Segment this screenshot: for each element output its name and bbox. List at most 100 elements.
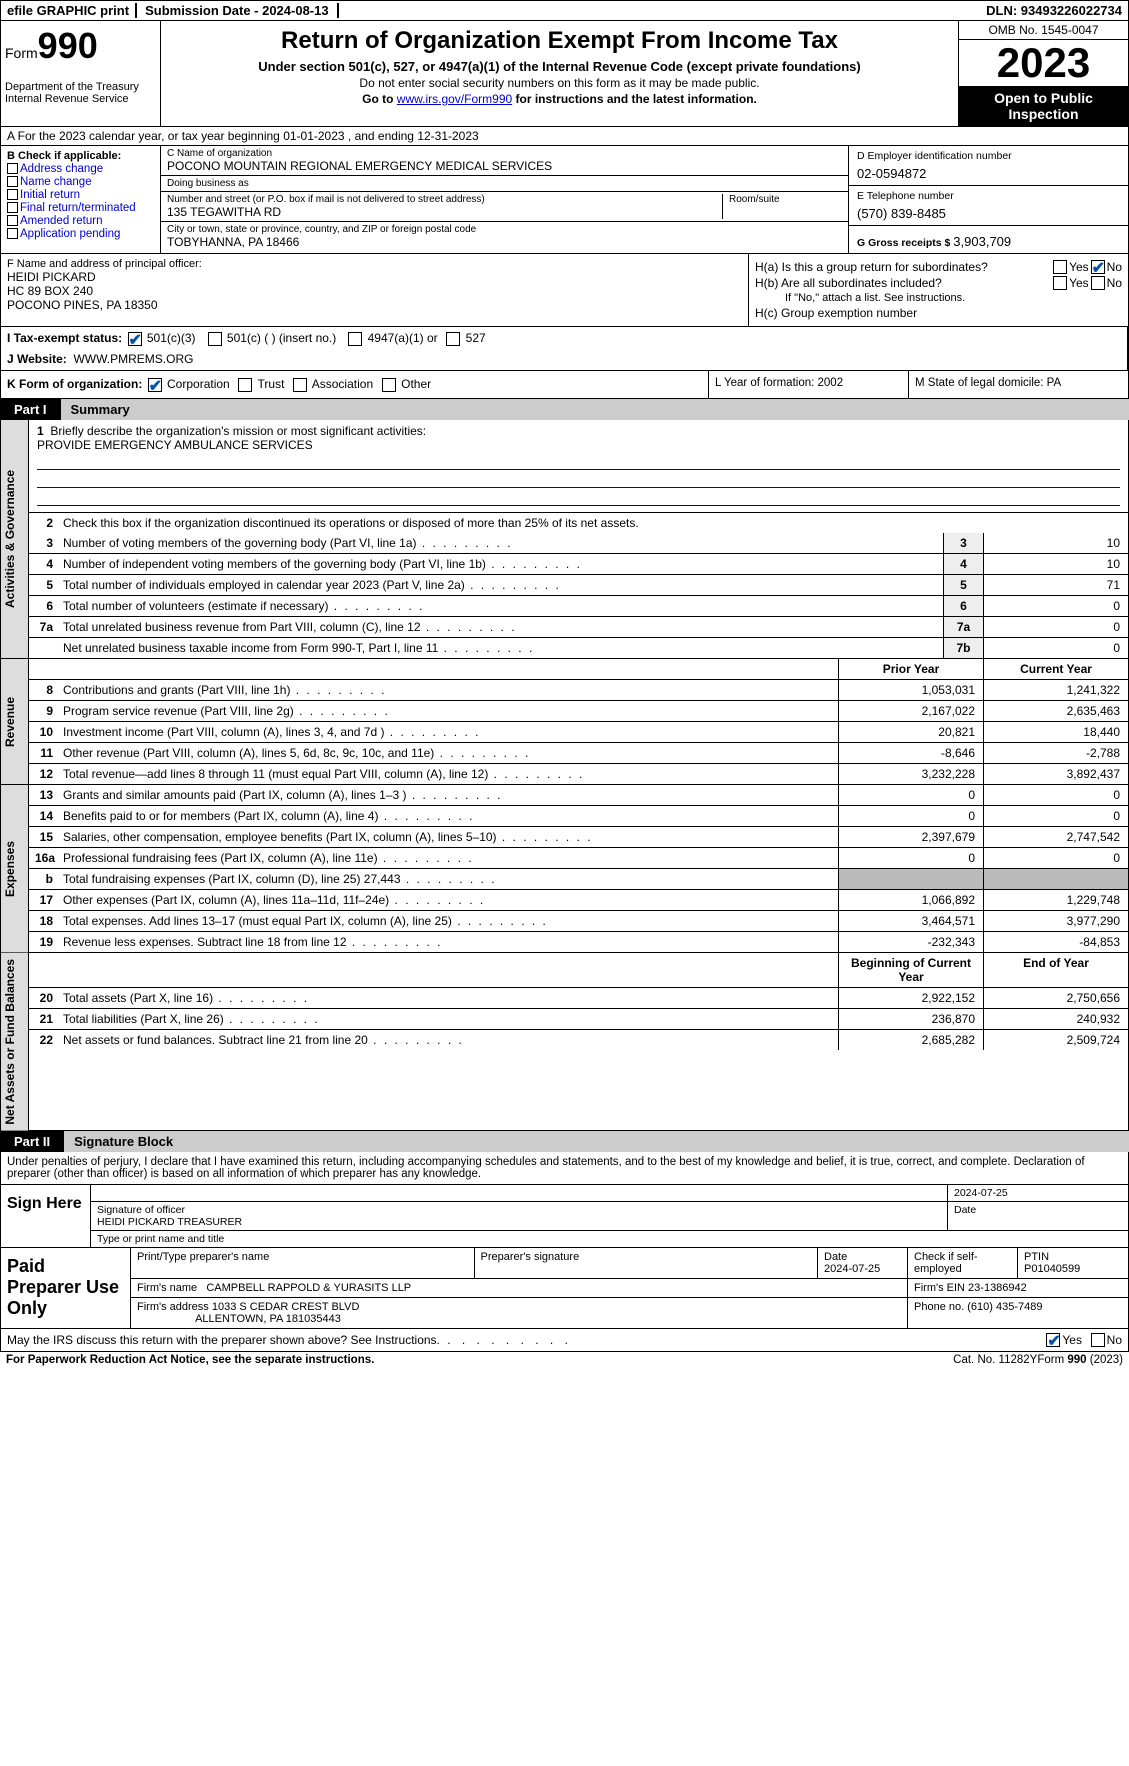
chk-other[interactable] — [382, 378, 396, 392]
line-a-mid: , and ending — [345, 129, 418, 143]
ptin: P01040599 — [1024, 1263, 1080, 1275]
ha-yes[interactable] — [1053, 260, 1067, 274]
part2-title: Signature Block — [64, 1131, 1129, 1152]
firm-phone-label: Phone no. — [914, 1301, 964, 1313]
addr-label: Number and street (or P.O. box if mail i… — [167, 194, 722, 205]
officer-addr1: HC 89 BOX 240 — [7, 284, 742, 298]
begin-year-hdr: Beginning of Current Year — [838, 953, 983, 987]
city-label: City or town, state or province, country… — [167, 224, 842, 235]
summary-expenses: Expenses 13Grants and similar amounts pa… — [0, 785, 1129, 953]
part1-title: Summary — [61, 399, 1129, 420]
hb-no[interactable] — [1091, 276, 1105, 290]
firm-name-label: Firm's name — [137, 1282, 197, 1294]
section-fh: F Name and address of principal officer:… — [0, 254, 1129, 327]
vtab-expenses: Expenses — [1, 785, 29, 952]
self-emp-label: Check if self-employed — [914, 1251, 978, 1275]
footer: For Paperwork Reduction Act Notice, see … — [0, 1352, 1129, 1368]
form-subtitle: Under section 501(c), 527, or 4947(a)(1)… — [173, 59, 946, 74]
dln: DLN: 93493226022734 — [986, 3, 1122, 18]
tel-label: E Telephone number — [857, 190, 1120, 202]
chk-initial-return[interactable]: Initial return — [7, 189, 154, 201]
dept-treasury: Department of the Treasury Internal Reve… — [5, 81, 156, 105]
summary-revenue: Revenue Prior YearCurrent Year 8Contribu… — [0, 659, 1129, 785]
part2-header: Part II Signature Block — [0, 1131, 1129, 1152]
cat-no: Cat. No. 11282Y — [953, 1354, 1037, 1366]
header: Form990 Department of the Treasury Inter… — [0, 21, 1129, 127]
efile-label: efile GRAPHIC print — [7, 3, 129, 18]
header-mid: Return of Organization Exempt From Incom… — [161, 21, 958, 126]
goto-pre: Go to — [362, 92, 397, 106]
part1-header: Part I Summary — [0, 399, 1129, 420]
year-formation: L Year of formation: 2002 — [708, 371, 908, 398]
chk-527[interactable] — [446, 332, 460, 346]
paid-preparer-label: Paid Preparer Use Only — [1, 1248, 131, 1328]
row-ij: I Tax-exempt status: 501(c)(3) 501(c) ( … — [0, 327, 1129, 371]
part2-num: Part II — [0, 1131, 64, 1152]
summary-governance: Activities & Governance 1 Briefly descri… — [0, 420, 1129, 659]
gross-label: G Gross receipts $ — [857, 237, 953, 249]
org-name-label: C Name of organization — [167, 148, 842, 159]
ha-label: H(a) Is this a group return for subordin… — [755, 260, 1051, 274]
vtab-governance: Activities & Governance — [1, 420, 29, 658]
mission-line — [37, 454, 1120, 470]
officer-name: HEIDI PICKARD — [7, 270, 742, 284]
chk-final-return[interactable]: Final return/terminated — [7, 202, 154, 214]
paperwork-notice: For Paperwork Reduction Act Notice, see … — [6, 1354, 953, 1366]
sign-here-block: Sign Here 2024-07-25 Signature of office… — [0, 1185, 1129, 1248]
chk-501c[interactable] — [208, 332, 222, 346]
firm-ein: 23-1386942 — [968, 1282, 1027, 1294]
chk-trust[interactable] — [238, 378, 252, 392]
dba-label: Doing business as — [167, 178, 842, 189]
chk-amended[interactable]: Amended return — [7, 215, 154, 227]
chk-assoc[interactable] — [293, 378, 307, 392]
state-domicile: M State of legal domicile: PA — [908, 371, 1128, 398]
hb-label: H(b) Are all subordinates included? — [755, 276, 1051, 290]
website: WWW.PMREMS.ORG — [73, 352, 193, 366]
discuss-yes[interactable] — [1046, 1333, 1060, 1347]
firm-addr1: 1033 S CEDAR CREST BLVD — [212, 1301, 360, 1313]
tax-year: 2023 — [959, 40, 1128, 86]
form-label: Form — [5, 45, 38, 61]
ssn-notice: Do not enter social security numbers on … — [173, 76, 946, 90]
box-h: H(a) Is this a group return for subordin… — [748, 254, 1128, 326]
goto-link[interactable]: www.irs.gov/Form990 — [397, 92, 512, 106]
ein-label: D Employer identification number — [857, 150, 1120, 162]
year-end: 12-31-2023 — [417, 129, 478, 143]
goto-line: Go to www.irs.gov/Form990 for instructio… — [173, 92, 946, 106]
chk-name-change[interactable]: Name change — [7, 176, 154, 188]
row-klm: K Form of organization: Corporation Trus… — [0, 371, 1129, 399]
line-a-label: A For the 2023 calendar year, or tax yea… — [7, 129, 283, 143]
form-number: Form990 — [5, 25, 156, 67]
prep-date: 2024-07-25 — [824, 1263, 880, 1275]
officer-sig-name: HEIDI PICKARD TREASURER — [97, 1216, 242, 1228]
submission-date: Submission Date - 2024-08-13 — [135, 3, 339, 18]
chk-4947[interactable] — [348, 332, 362, 346]
box-b: B Check if applicable: Address change Na… — [1, 146, 161, 253]
vtab-revenue: Revenue — [1, 659, 29, 784]
discuss-no[interactable] — [1091, 1333, 1105, 1347]
mission-line — [37, 490, 1120, 506]
hb-yes[interactable] — [1053, 276, 1067, 290]
ein: 02-0594872 — [857, 166, 1120, 181]
mission-text: PROVIDE EMERGENCY AMBULANCE SERVICES — [37, 438, 1120, 452]
chk-address-change[interactable]: Address change — [7, 163, 154, 175]
goto-post: for instructions and the latest informat… — [512, 92, 757, 106]
box-b-header: B Check if applicable: — [7, 150, 154, 162]
ha-no[interactable] — [1091, 260, 1105, 274]
form-title: Return of Organization Exempt From Incom… — [173, 27, 946, 55]
header-right: OMB No. 1545-0047 2023 Open to Public In… — [958, 21, 1128, 126]
chk-corp[interactable] — [148, 378, 162, 392]
telephone: (570) 839-8485 — [857, 206, 1120, 221]
chk-app-pending[interactable]: Application pending — [7, 228, 154, 240]
hb-note: If "No," attach a list. See instructions… — [755, 292, 1122, 304]
firm-ein-label: Firm's EIN — [914, 1282, 965, 1294]
room-label: Room/suite — [729, 194, 842, 205]
prep-name-label: Print/Type preparer's name — [131, 1248, 475, 1278]
chk-501c3[interactable] — [128, 332, 142, 346]
year-begin: 01-01-2023 — [283, 129, 344, 143]
box-c: C Name of organizationPOCONO MOUNTAIN RE… — [161, 146, 848, 253]
prior-year-hdr: Prior Year — [838, 659, 983, 679]
open-public: Open to Public Inspection — [959, 86, 1128, 126]
type-name-label: Type or print name and title — [91, 1231, 1128, 1247]
section-bcd: B Check if applicable: Address change Na… — [0, 146, 1129, 254]
